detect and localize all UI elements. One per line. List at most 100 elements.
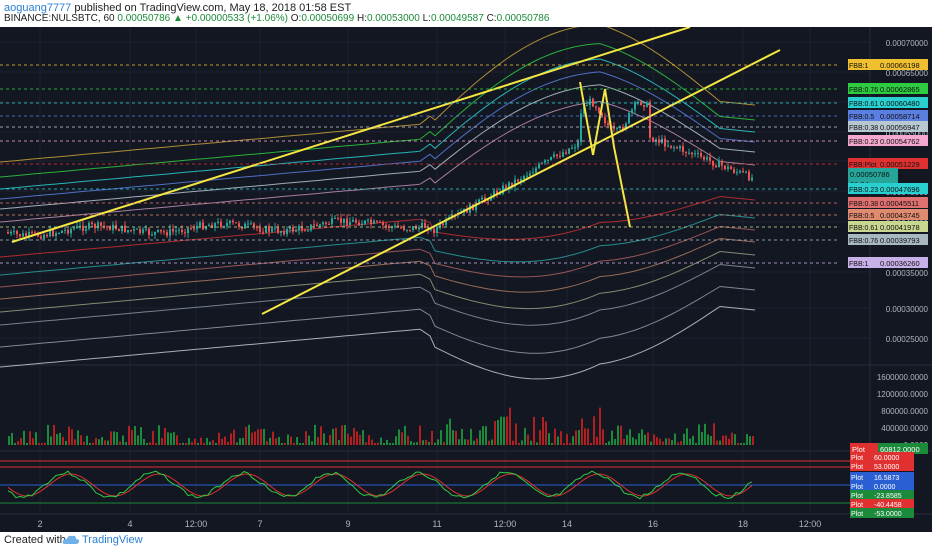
volume-bar [569, 443, 571, 445]
fib-label-tag [848, 183, 878, 194]
candle-body [130, 230, 132, 232]
candle-body [283, 231, 285, 235]
candle-body [649, 102, 651, 138]
volume-bar [230, 433, 232, 445]
volume-bar [458, 439, 460, 445]
candle-body [445, 219, 447, 225]
fib-value-text: 0.00058714 [880, 112, 920, 121]
volume-bar [512, 440, 514, 445]
volume-bar [155, 442, 157, 445]
volume-bar [164, 428, 166, 445]
osc-plot-label: Plot [851, 493, 863, 500]
fib-label-tag [848, 158, 878, 169]
candle-body [61, 230, 63, 233]
bollinger-band-line [0, 305, 756, 380]
candle-body [46, 234, 48, 237]
candle-body [301, 226, 303, 231]
fib-value-tag [878, 257, 928, 268]
candle-body [679, 146, 681, 149]
candle-body [556, 154, 558, 156]
volume-bar [134, 425, 136, 445]
author-link[interactable]: aoguang7777 [4, 2, 72, 14]
volume-bar [470, 428, 472, 445]
time-tick-label: 12:00 [185, 519, 208, 529]
volume-bar [362, 430, 364, 445]
volume-bar [584, 428, 586, 445]
volume-bar [494, 420, 496, 445]
chart-canvas[interactable]: 0.000700000.000650000.000600000.00055000… [0, 27, 932, 535]
candle-body [532, 172, 534, 174]
volume-bar [191, 441, 193, 445]
volume-bar [674, 433, 676, 445]
volume-bar [446, 424, 448, 445]
osc-plot-tag [850, 461, 872, 471]
candle-body [637, 101, 639, 103]
candle-body [280, 231, 282, 233]
candle-body [112, 224, 114, 231]
candle-body [385, 224, 387, 226]
volume-bar [416, 442, 418, 445]
candle-body [640, 101, 642, 105]
volume-bar [290, 436, 292, 445]
candle-body [670, 145, 672, 148]
volume-bar [365, 442, 367, 445]
osc-plot-value-tag [872, 452, 914, 462]
candle-body [304, 230, 306, 232]
volume-bar [29, 431, 31, 445]
candle-body [25, 233, 27, 236]
volume-bar [740, 443, 742, 445]
candle-body [7, 232, 9, 234]
volume-bar [302, 443, 304, 445]
candle-body [541, 162, 543, 164]
osc-plot-value-tag [872, 499, 914, 509]
tradingview-brand: TradingView [82, 534, 143, 546]
osc-plot-label: Plot [851, 511, 863, 518]
volume-bar [263, 428, 265, 445]
volume-bar [185, 443, 187, 445]
time-tick-label: 9 [345, 519, 350, 529]
candle-body [703, 156, 705, 160]
volume-bar [83, 441, 85, 445]
volume-bar [389, 443, 391, 445]
volume-bar [341, 425, 343, 445]
volume-bar [563, 443, 565, 445]
volume-bar [371, 439, 373, 445]
candle-body [514, 179, 516, 187]
volume-bar [137, 435, 139, 445]
volume-bar [710, 436, 712, 445]
volume-bar [431, 430, 433, 445]
fib-value-tag [878, 59, 928, 70]
candle-body [286, 229, 288, 235]
volume-bar [503, 416, 505, 445]
candle-body [382, 222, 384, 225]
price-tick-label: 0.00030000 [886, 305, 929, 314]
volume-bar [587, 428, 589, 445]
volume-bar [287, 434, 289, 445]
fib-value-tag [878, 221, 928, 232]
candle-body [337, 218, 339, 220]
volume-bar [602, 429, 604, 445]
volume-bar [104, 440, 106, 445]
bollinger-band-line [0, 27, 756, 163]
candle-body [127, 230, 129, 233]
fib-label-tag [848, 83, 878, 94]
candle-body [316, 224, 318, 227]
volume-bar [536, 442, 538, 445]
candle-body [355, 219, 357, 223]
candle-body [208, 224, 210, 227]
chart-svg[interactable]: 0.000700000.000650000.000600000.00055000… [0, 27, 932, 535]
fib-label-text: FBB:Plot [849, 162, 877, 169]
osc-plot-value-tag [872, 490, 914, 500]
ohlc-line: BINANCE:NULSBTC, 60 0.00050786 ▲ +0.0000… [4, 13, 549, 24]
candle-body [595, 106, 597, 108]
candle-body [751, 177, 753, 181]
volume-bar [620, 425, 622, 445]
volume-bar [626, 434, 628, 445]
volume-bar [149, 442, 151, 445]
osc-plot-label: Plot [851, 475, 863, 482]
candle-body [331, 218, 333, 225]
low-label: L: [422, 13, 431, 24]
volume-bar [233, 429, 235, 445]
candle-body [184, 232, 186, 234]
candle-body [40, 236, 42, 239]
